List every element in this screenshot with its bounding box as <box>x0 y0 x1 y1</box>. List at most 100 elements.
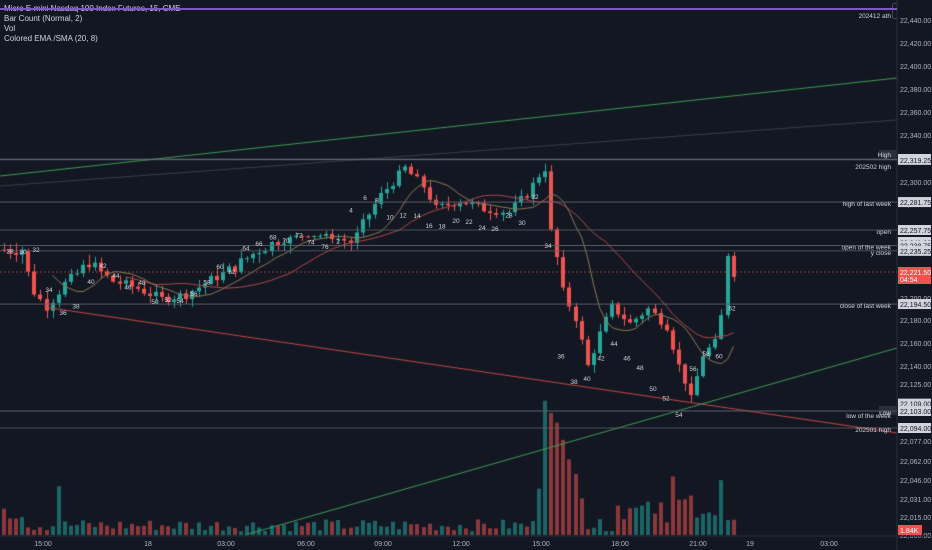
level-badge-bg <box>898 240 931 251</box>
level-badge: 22,103.00 <box>900 409 931 416</box>
level-badge-bg <box>898 197 931 208</box>
bar-count-label: 40 <box>583 376 591 383</box>
level-label: low of the week <box>846 413 892 420</box>
bar-count-label: 44 <box>112 273 120 280</box>
bar-count-label: 6 <box>363 195 367 202</box>
time-axis-label: 03:00 <box>217 541 235 548</box>
level-badge: 22,109.00 <box>900 402 931 409</box>
time-axis-label: 15:00 <box>532 541 550 548</box>
price-axis-tick: 22,180.00 <box>900 318 931 325</box>
bar-count-label: 44 <box>610 341 618 348</box>
level-badge: 22,194.50 <box>900 302 931 309</box>
bar-count-label: 10 <box>386 214 394 221</box>
bar-count-label: 50 <box>151 299 159 306</box>
bar-count-label: 24 <box>478 225 486 232</box>
price-axis-tick: 22,440.00 <box>900 18 931 25</box>
bar-count-label: 14 <box>413 213 421 220</box>
indicator-volume[interactable]: Vol <box>4 24 16 33</box>
time-axis-label: 15:00 <box>34 541 52 548</box>
bar-count-label: 56 <box>190 291 198 298</box>
price-axis-tick: 22,360.00 <box>900 110 931 117</box>
bar-count-label: 42 <box>99 263 107 270</box>
bar-count-label: 28 <box>6 249 14 256</box>
level-badge-bg <box>898 398 931 409</box>
time-axis-label: 12:00 <box>452 541 470 548</box>
level-label: High <box>878 152 892 159</box>
level-label: y close <box>871 250 892 257</box>
bar-count-label: 70 <box>282 238 290 245</box>
bar-count-label: 28 <box>505 212 513 219</box>
price-axis-tick: 22,031.00 <box>900 497 931 504</box>
last-price-value: 22,221.50 <box>900 270 931 277</box>
level-label: 202412 ath <box>858 13 891 20</box>
level-badge-bg <box>898 406 931 416</box>
low-tag-bg <box>879 406 897 415</box>
level-badge: 22,281.75 <box>900 200 931 207</box>
price-axis-tick: 22,046.00 <box>900 478 931 485</box>
bar-count-label: 64 <box>242 246 250 253</box>
time-axis-label: 19 <box>746 541 754 548</box>
time-axis-label: 21:00 <box>689 541 707 548</box>
time-axis-label: 18:00 <box>611 541 629 548</box>
high-tag-bg <box>879 150 897 159</box>
bar-count-label: 32 <box>32 247 40 254</box>
bar-count-label: 76 <box>321 244 329 251</box>
bar-count-label: 34 <box>544 243 552 250</box>
bar-count-label: 68 <box>269 235 277 242</box>
level-badge: 22,257.75 <box>900 228 931 235</box>
bar-count-label: 4 <box>349 208 353 215</box>
bar-count-label: 72 <box>295 232 303 239</box>
level-badge: 22,235.25 <box>900 249 931 256</box>
price-axis-tick: 22,125.00 <box>900 382 931 389</box>
last-price-badge-bg <box>898 267 931 284</box>
bar-count-label: 30 <box>19 249 27 256</box>
bar-count-label: 54 <box>675 412 683 419</box>
bar-count-label: 48 <box>138 280 146 287</box>
level-label: close of last week <box>840 303 892 310</box>
time-axis-label: 06:00 <box>297 541 315 548</box>
indicator-ema-sma[interactable]: Colored EMA /SMA (20, 8) <box>4 34 98 43</box>
level-label: open <box>877 229 892 236</box>
level-label: 202501 high <box>855 427 891 434</box>
bar-count-label: 52 <box>164 297 172 304</box>
price-axis-tick: 22,140.00 <box>900 364 931 371</box>
level-badge-bg <box>898 423 931 433</box>
bar-count-label: 62 <box>728 306 736 313</box>
time-axis-label: 18 <box>144 541 152 548</box>
bar-count-label: 48 <box>636 365 644 372</box>
level-badge-bg <box>898 225 931 235</box>
indicator-bar-count[interactable]: Bar Count (Normal, 2) <box>4 14 83 23</box>
bar-count-label: 50 <box>649 386 657 393</box>
bar-count-label: 60 <box>715 354 723 361</box>
price-axis-tick: 22,077.00 <box>900 439 931 446</box>
bar-count-label: 16 <box>425 223 433 230</box>
bar-count-label: 42 <box>597 356 605 363</box>
price-axis-tick: 22,340.00 <box>900 133 931 140</box>
bar-count-label: 46 <box>623 356 631 363</box>
bar-count-label: 26 <box>491 226 499 233</box>
bar-count-label: 56 <box>689 366 697 373</box>
bar-count-label: 36 <box>557 354 565 361</box>
bar-count-label: 58 <box>702 351 710 358</box>
bar-count-label: 54 <box>176 298 184 305</box>
price-axis-tick: 22,400.00 <box>900 64 931 71</box>
bar-count-label: 34 <box>45 287 53 294</box>
bar-count-label: 36 <box>59 310 67 317</box>
time-axis-label: 09:00 <box>374 541 392 548</box>
bar-count-label: 46 <box>124 284 132 291</box>
bar-count-label: 8 <box>375 198 379 205</box>
bar-count-label: 38 <box>72 303 80 310</box>
level-label: open of the week <box>841 244 891 251</box>
bar-count-label: 74 <box>307 239 315 246</box>
bar-count-label: 38 <box>570 379 578 386</box>
level-badge-bg <box>898 299 931 310</box>
level-badge: 22,094.00 <box>900 426 931 433</box>
volume-badge: 1.84K <box>900 528 919 535</box>
level-badge-bg <box>898 245 931 256</box>
bar-count-label: 30 <box>518 220 526 227</box>
price-axis-tick: 22,062.00 <box>900 459 931 466</box>
bar-count-label: 12 <box>399 212 407 219</box>
level-label: 202502 high <box>855 164 891 171</box>
